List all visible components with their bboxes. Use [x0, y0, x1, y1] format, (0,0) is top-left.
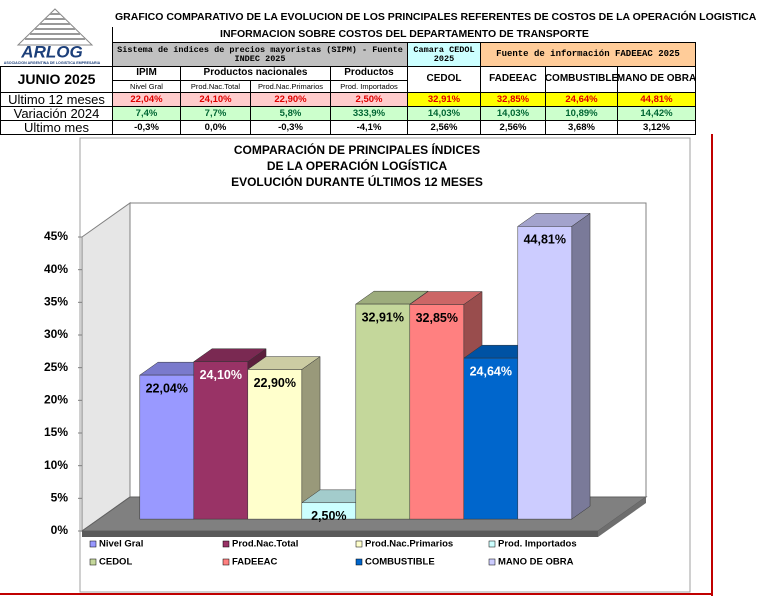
table-cell: 3,12%	[617, 120, 696, 135]
bar	[463, 357, 519, 520]
logo-tagline: ASOCIACION ARGENTINA DE LOGISTICA EMPRES…	[4, 61, 101, 65]
table-cell: 22,90%	[250, 92, 331, 107]
table-cell: 3,68%	[545, 120, 618, 135]
table-cell: 7,4%	[112, 106, 181, 121]
legend-swatch	[89, 540, 97, 548]
bar-side	[571, 212, 591, 520]
table-cell: 22,04%	[112, 92, 181, 107]
bar	[517, 226, 573, 520]
y-tick-label: 30%	[44, 327, 68, 341]
y-tick-label: 35%	[44, 295, 68, 309]
logo-stripes	[25, 13, 85, 40]
row-label: Ultimo mes	[0, 120, 113, 135]
y-tick-label: 10%	[44, 458, 68, 472]
source-fadeeac: Fuente de información FADEEAC 2025	[480, 42, 696, 67]
legend-label: Nivel Gral	[99, 539, 143, 550]
legend-label: Prod.Nac.Primarios	[365, 539, 453, 550]
legend-label: CEDOL	[99, 557, 132, 568]
row-label: Ultimo 12 meses	[0, 92, 113, 107]
y-tick-label: 25%	[44, 360, 68, 374]
y-tick-label: 40%	[44, 262, 68, 276]
legend-label: COMBUSTIBLE	[365, 557, 435, 568]
data-label: 22,90%	[254, 376, 296, 390]
table-cell: 5,8%	[250, 106, 331, 121]
bar	[247, 369, 303, 520]
data-label: 2,50%	[311, 509, 346, 523]
table-cell: 14,03%	[407, 106, 481, 121]
row-label: Variación 2024	[0, 106, 113, 121]
data-label: 44,81%	[524, 233, 566, 247]
logo-mark	[16, 8, 94, 46]
y-tick-label: 20%	[44, 393, 68, 407]
y-tick-label: 45%	[44, 229, 68, 243]
group-header: Productos nacionales	[180, 66, 331, 81]
table-cell: 7,7%	[180, 106, 251, 121]
table-cell: 2,50%	[330, 92, 408, 107]
bar	[193, 361, 249, 520]
column-header: COMBUSTIBLE	[545, 66, 618, 93]
source-cedol: Camara CEDOL 2025	[407, 42, 481, 67]
group-header: IPIM	[112, 66, 181, 81]
bar	[139, 374, 195, 520]
data-label: 32,91%	[362, 310, 404, 324]
source-sipm: Sistema de índices de precios mayoristas…	[112, 42, 408, 67]
table-cell: 14,03%	[480, 106, 546, 121]
table-cell: 0,0%	[180, 120, 251, 135]
y-tick-label: 5%	[51, 491, 69, 505]
chart-title: EVOLUCIÓN DURANTE ÚLTIMOS 12 MESES	[231, 174, 483, 189]
legend-label: Prod. Importados	[498, 539, 577, 550]
y-tick-label: 15%	[44, 425, 68, 439]
period: JUNIO 2025	[0, 66, 113, 93]
bar	[409, 304, 465, 520]
logo: ARLOG ASOCIACION ARGENTINA DE LOGISTICA …	[4, 8, 101, 65]
y-tick-label: 0%	[51, 523, 69, 537]
table-cell: 44,81%	[617, 92, 696, 107]
table-subtitle: INFORMACION SOBRE COSTOS DEL DEPARTAMENT…	[112, 27, 696, 42]
legend-swatch	[222, 558, 230, 566]
table-cell: 32,91%	[407, 92, 481, 107]
chart-title: DE LA OPERACIÓN LOGÍSTICA	[267, 158, 448, 173]
table-cell: 333,9%	[330, 106, 408, 121]
floor-edge	[82, 531, 598, 537]
table-cell: 24,64%	[545, 92, 618, 107]
legend-swatch	[89, 558, 97, 566]
bar	[355, 303, 411, 520]
table-cell: -0,3%	[250, 120, 331, 135]
data-label: 32,85%	[416, 311, 458, 325]
data-label: 24,64%	[470, 364, 512, 378]
column-header: CEDOL	[407, 66, 481, 93]
data-label: 24,10%	[200, 368, 242, 382]
column-header: FADEEAC	[480, 66, 546, 93]
table-cell: 32,85%	[480, 92, 546, 107]
table-cell: -0,3%	[112, 120, 181, 135]
legend-label: FADEEAC	[232, 557, 278, 568]
legend-swatch	[355, 540, 363, 548]
chart-title: COMPARACIÓN DE PRINCIPALES ÍNDICES	[234, 142, 480, 157]
group-header: Productos	[330, 66, 408, 81]
legend-label: Prod.Nac.Total	[232, 539, 298, 550]
table-cell: 14,42%	[617, 106, 696, 121]
legend-swatch	[488, 558, 496, 566]
side-wall	[81, 202, 131, 532]
table-cell: 10,89%	[545, 106, 618, 121]
table-cell: 2,56%	[407, 120, 481, 135]
legend-swatch	[355, 558, 363, 566]
data-label: 22,04%	[146, 381, 188, 395]
legend-swatch	[222, 540, 230, 548]
logo-name: ARLOG	[20, 42, 82, 61]
table-cell: 24,10%	[180, 92, 251, 107]
table-cell: -4,1%	[330, 120, 408, 135]
table-title: GRAFICO COMPARATIVO DE LA EVOLUCION DE L…	[115, 10, 757, 23]
legend-swatch	[488, 540, 496, 548]
column-header: MANO DE OBRA	[617, 66, 696, 93]
table-cell: 2,56%	[480, 120, 546, 135]
legend-label: MANO DE OBRA	[498, 557, 574, 568]
floor-edge	[598, 497, 646, 537]
